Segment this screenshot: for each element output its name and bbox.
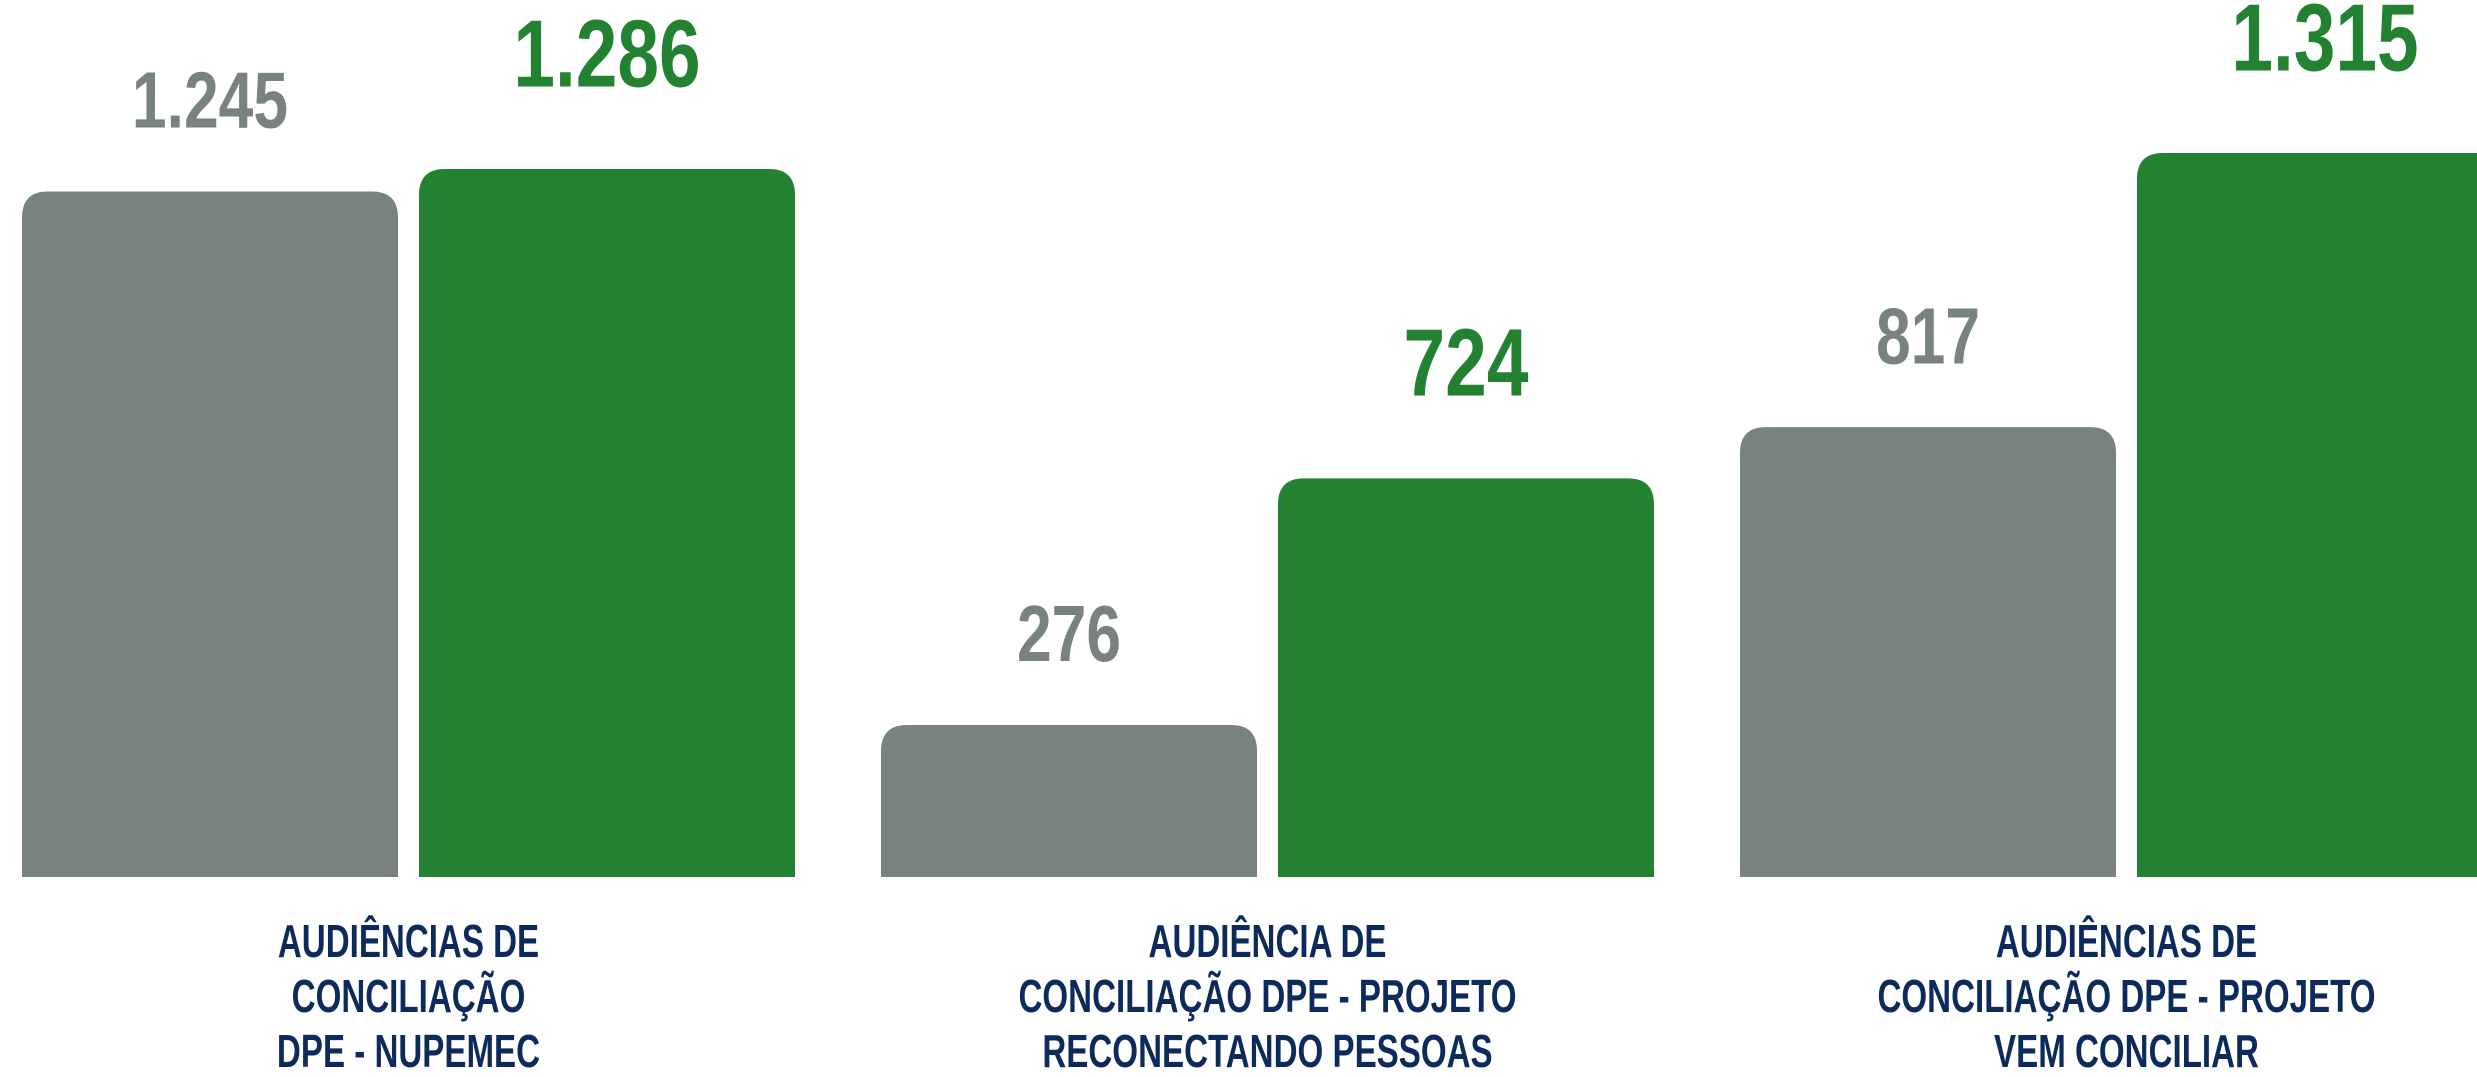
category-label: CONCILIAÇÃO DPE - PROJETO (1018, 970, 1516, 1023)
category-label: AUDIÊNCIA DE (1149, 915, 1387, 968)
category-label: CONCILIAÇÃO (292, 970, 526, 1023)
bar (1278, 478, 1654, 877)
bar (22, 191, 398, 877)
value-label: 1.286 (513, 0, 700, 107)
value-label: 1.315 (2231, 0, 2418, 92)
bar (419, 168, 795, 877)
category-label: VEM CONCILIAR (1994, 1027, 2259, 1077)
category-label: RECONECTANDO PESSOAS (1042, 1027, 1492, 1077)
category-label: AUDIÊNCIAS DE (1996, 915, 2257, 968)
value-label: 1.245 (132, 56, 288, 145)
bar (1740, 427, 2116, 877)
value-label: 817 (1876, 292, 1980, 381)
bar (2137, 153, 2477, 877)
category-label: AUDIÊNCIAS DE (278, 915, 539, 968)
category-label: CONCILIAÇÃO DPE - PROJETO (1877, 970, 2375, 1023)
bar (881, 725, 1257, 877)
value-label: 724 (1404, 310, 1529, 417)
value-label: 276 (1017, 590, 1121, 679)
category-label: DPE - NUPEMEC (277, 1027, 540, 1077)
